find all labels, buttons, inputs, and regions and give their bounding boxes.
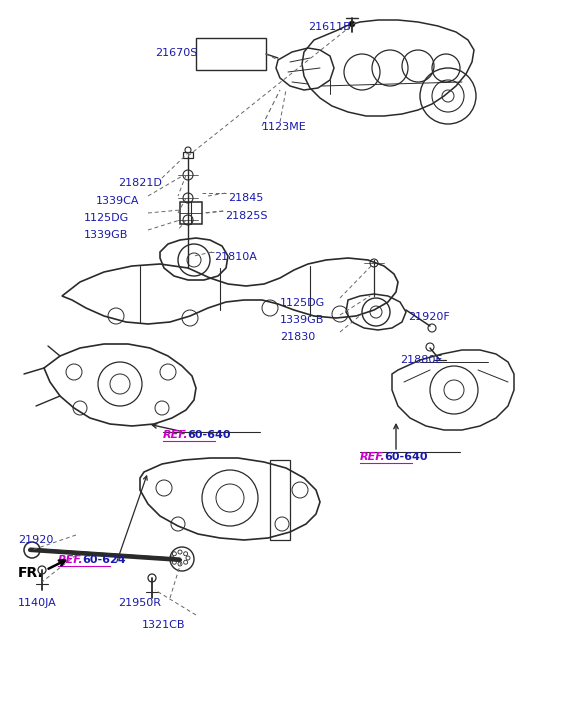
Text: 60-640: 60-640 xyxy=(384,452,427,462)
Text: 1123ME: 1123ME xyxy=(262,122,307,132)
Text: 21920F: 21920F xyxy=(408,312,450,322)
Text: FR.: FR. xyxy=(18,566,44,580)
Text: REF.: REF. xyxy=(360,452,385,462)
Text: 21670S: 21670S xyxy=(155,48,198,58)
Text: 60-640: 60-640 xyxy=(187,430,230,440)
Text: 1125DG: 1125DG xyxy=(84,213,129,223)
Text: 21821D: 21821D xyxy=(118,178,162,188)
Text: 1339CA: 1339CA xyxy=(96,196,139,206)
Text: 21611B: 21611B xyxy=(308,22,351,32)
Text: 1339GB: 1339GB xyxy=(84,230,128,240)
Text: 21845: 21845 xyxy=(228,193,263,203)
Text: 1140JA: 1140JA xyxy=(18,598,57,608)
Text: 21920: 21920 xyxy=(18,535,53,545)
Text: REF.: REF. xyxy=(163,430,188,440)
Text: 1321CB: 1321CB xyxy=(142,620,186,630)
Bar xyxy=(180,202,202,224)
Text: 60-624: 60-624 xyxy=(82,555,126,565)
Circle shape xyxy=(349,21,355,27)
Text: 21880E: 21880E xyxy=(400,355,443,365)
Text: 21950R: 21950R xyxy=(118,598,161,608)
Bar xyxy=(183,152,193,158)
Text: REF.: REF. xyxy=(58,555,84,565)
Text: 1125DG: 1125DG xyxy=(280,298,325,308)
Text: 1339GB: 1339GB xyxy=(280,315,324,325)
Bar xyxy=(270,460,290,540)
Text: 21825S: 21825S xyxy=(225,211,268,221)
Bar xyxy=(196,38,266,70)
Text: 21810A: 21810A xyxy=(214,252,257,262)
Text: 21830: 21830 xyxy=(280,332,315,342)
